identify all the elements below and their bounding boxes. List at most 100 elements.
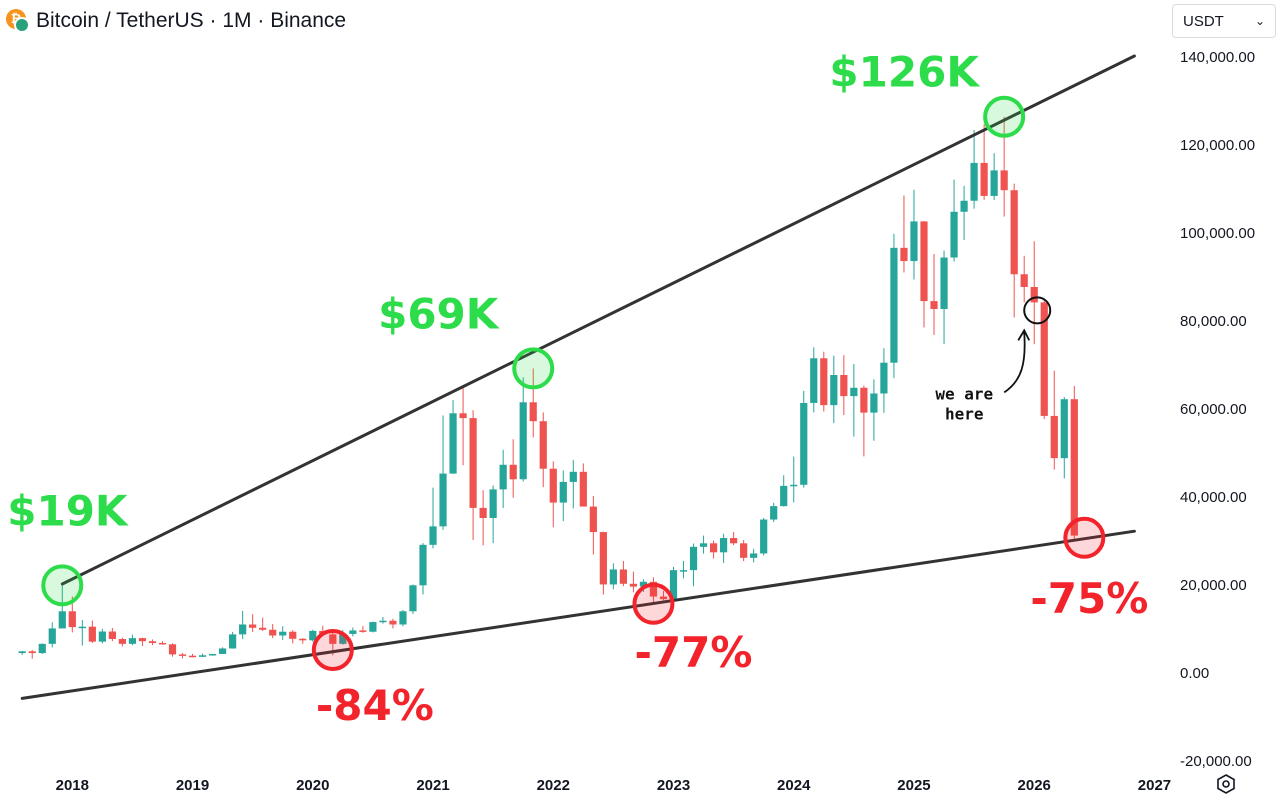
candle-body (439, 473, 447, 527)
candle-body (499, 464, 507, 490)
candle-body (138, 638, 147, 642)
y-tick-label: 120,000.00 (1180, 137, 1255, 154)
candle-body (349, 630, 357, 634)
candle-body (780, 485, 788, 507)
candle-body (519, 402, 527, 480)
candle-body (679, 570, 688, 572)
candle-body (409, 585, 417, 612)
candle-body (549, 468, 557, 503)
trough-marker[interactable] (632, 582, 675, 625)
x-tick-label: 2024 (777, 777, 811, 794)
candle-body (699, 543, 708, 547)
candle-body (178, 654, 187, 656)
candle-body (219, 648, 227, 654)
symbol-title[interactable]: Bitcoin / TetherUS · 1M · Binance (36, 9, 347, 32)
candle-body (279, 631, 287, 636)
candle-body (709, 543, 718, 553)
candle-body (249, 624, 257, 628)
candle-body (489, 489, 497, 518)
candle-body (1030, 287, 1038, 303)
candle-body (269, 629, 277, 636)
candle-body (579, 471, 587, 507)
candle-body (629, 583, 638, 587)
candle-body (750, 553, 758, 558)
candle-body (229, 634, 237, 649)
drawdown-label: -84% (316, 681, 434, 730)
candle-body (870, 393, 878, 413)
arrowhead (1017, 328, 1031, 341)
x-tick-label: 2023 (657, 777, 690, 794)
y-tick-label: 40,000.00 (1180, 489, 1247, 506)
y-tick-label: 100,000.00 (1180, 225, 1255, 242)
trough-marker[interactable] (311, 629, 354, 671)
candle-body (940, 257, 948, 309)
candles (18, 116, 1078, 659)
candle-body (1020, 274, 1028, 287)
candle-body (108, 631, 116, 639)
trendline[interactable] (20, 529, 1136, 700)
candle-body (479, 507, 487, 518)
trough-marker[interactable] (1063, 516, 1106, 559)
x-tick-label: 2025 (897, 777, 930, 794)
candle-body (800, 402, 808, 485)
candle-body (459, 413, 467, 419)
candle-body (559, 481, 567, 503)
peak-marker[interactable] (41, 564, 84, 607)
peak-marker[interactable] (983, 95, 1026, 138)
x-tick-label: 2027 (1138, 777, 1171, 794)
candle-body (1000, 170, 1008, 191)
candle-body (850, 387, 858, 397)
candle-body (58, 611, 66, 629)
pointer-arrow (1003, 332, 1026, 394)
candle-body (128, 638, 137, 644)
candle-body (920, 221, 928, 302)
candle-body (810, 358, 818, 403)
candle-body (379, 620, 387, 623)
candle-body (720, 538, 728, 553)
candle-body (910, 221, 918, 262)
trendline[interactable] (60, 54, 1136, 586)
candle-body (830, 375, 838, 406)
peak-label: $126K (829, 48, 980, 97)
candle-body (740, 543, 748, 558)
candle-body (419, 544, 427, 586)
note-label: here (945, 404, 984, 423)
candle-body (689, 546, 698, 571)
y-tick-label: -20,000.00 (1180, 753, 1252, 770)
candle-body (198, 655, 207, 657)
current-position-marker[interactable] (1023, 296, 1052, 325)
candle-body (930, 301, 938, 309)
candle-body (619, 569, 627, 584)
candle-body (78, 626, 86, 629)
peak-marker[interactable] (512, 347, 555, 390)
candle-body (760, 519, 768, 554)
peak-label: $69K (378, 289, 500, 338)
candle-body (609, 569, 617, 585)
candle-body (168, 644, 177, 655)
candle-body (1070, 399, 1078, 536)
candle-body (980, 162, 988, 196)
candle-body (639, 581, 648, 587)
x-tick-label: 2022 (537, 777, 570, 794)
settings-icon[interactable] (1212, 770, 1240, 798)
candle-body (429, 526, 437, 545)
candle-body (48, 628, 56, 644)
candle-body (569, 471, 577, 482)
y-tick-label: 80,000.00 (1180, 313, 1247, 330)
candle-body (599, 532, 607, 585)
drawdown-label: -75% (1030, 574, 1148, 623)
currency-selector[interactable]: USDT ⌄ (1172, 4, 1276, 38)
symbol-header[interactable]: ₿ Bitcoin / TetherUS · 1M · Binance (6, 6, 346, 36)
candle-body (88, 626, 96, 642)
candle-body (970, 162, 978, 201)
x-tick-label: 2019 (176, 777, 209, 794)
y-tick-label: 60,000.00 (1180, 401, 1247, 418)
candle-body (820, 358, 828, 406)
candle-body (469, 418, 477, 508)
candle-body (649, 581, 658, 597)
candle-body (449, 413, 457, 474)
candle-body (1060, 399, 1068, 459)
candle-body (1040, 302, 1048, 416)
candle-body (890, 247, 898, 363)
